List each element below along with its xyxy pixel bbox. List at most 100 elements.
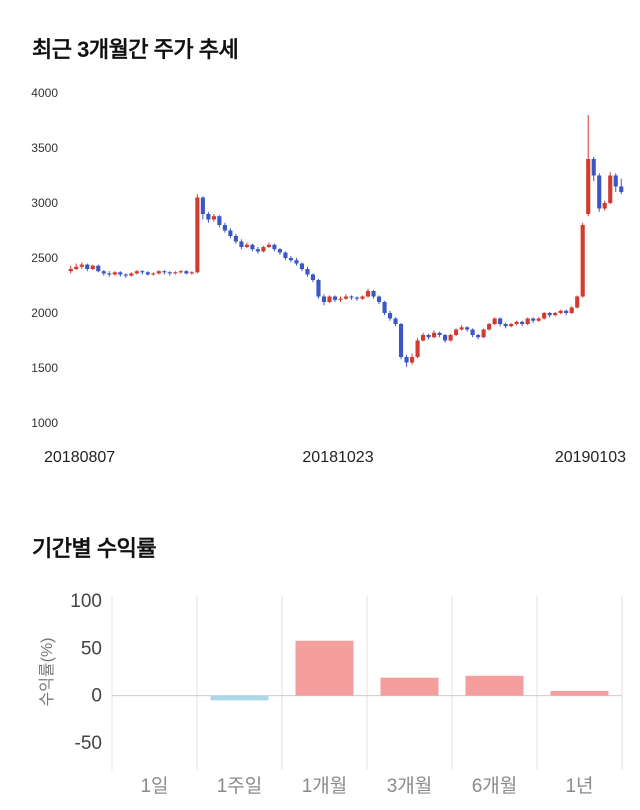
candle-body	[283, 252, 288, 258]
candle-body	[332, 296, 338, 300]
price-x-date-label: 20181023	[302, 449, 373, 466]
candle-body	[134, 271, 139, 274]
candle-body	[261, 247, 266, 252]
candle-body	[195, 197, 200, 273]
candle-body	[580, 225, 585, 297]
return-bar	[465, 675, 524, 696]
candle-body	[365, 291, 371, 297]
candle-body	[277, 249, 283, 253]
candle-body	[79, 264, 84, 267]
price-x-date-label: 20190103	[555, 449, 626, 466]
candle-body	[140, 271, 145, 273]
candle-body	[376, 296, 382, 302]
returns-bar-chart: 100 50 0 -50 수익률(%) 1일 1주일 1개월 3개월 6개월 1년	[38, 591, 623, 797]
candle-body	[437, 332, 442, 335]
candle-body	[217, 216, 222, 225]
candle-body	[432, 332, 437, 338]
candle-body	[266, 244, 271, 247]
candle-body	[316, 280, 321, 297]
candle-body	[514, 321, 519, 324]
candle-body	[222, 225, 227, 231]
candle-body	[239, 241, 244, 247]
returns-category-label: 1년	[565, 775, 593, 797]
candle-body	[564, 310, 569, 313]
candle-body	[118, 272, 123, 275]
candle-body	[547, 313, 552, 316]
candle-body	[602, 203, 607, 209]
candle-body	[305, 269, 310, 275]
candle-body	[597, 175, 602, 209]
candle-body	[156, 271, 161, 274]
candle-body	[619, 186, 624, 192]
candle-body	[503, 324, 508, 327]
candle-body	[112, 272, 117, 275]
candle-body	[426, 335, 431, 338]
candle-body	[162, 271, 167, 273]
candle-body	[272, 244, 277, 250]
candle-body	[90, 265, 95, 269]
candle-body	[354, 297, 360, 299]
candle-body	[509, 324, 514, 327]
candle-body	[569, 307, 574, 313]
return-bar	[210, 695, 269, 701]
candle-body	[288, 258, 294, 261]
candle-body	[184, 271, 189, 274]
candle-body	[250, 244, 255, 250]
candle-body	[228, 230, 233, 236]
candle-body	[255, 249, 260, 252]
candle-body	[398, 324, 404, 357]
candle-body	[360, 296, 365, 299]
candle-body	[520, 321, 525, 324]
candle-body	[465, 327, 470, 330]
candle-body	[476, 335, 481, 338]
returns-y-tick: 50	[81, 638, 102, 659]
candle-body	[415, 340, 420, 357]
price-y-tick: 2000	[31, 306, 58, 320]
candle-body	[145, 272, 150, 275]
candle-body	[327, 296, 332, 302]
candle-body	[96, 265, 101, 272]
candle-body	[68, 269, 73, 272]
returns-y-tick: 0	[91, 686, 102, 707]
candle-body	[74, 266, 79, 269]
candle-body	[404, 357, 409, 363]
candle-body	[167, 272, 172, 274]
candle-body	[85, 264, 90, 269]
price-y-tick: 4000	[31, 86, 58, 100]
return-bar	[380, 677, 439, 696]
price-y-tick: 2500	[31, 251, 58, 265]
returns-chart-title: 기간별 수익률	[32, 536, 157, 561]
candle-body	[591, 159, 596, 176]
candle-body	[542, 313, 547, 319]
candle-body	[206, 214, 211, 220]
candle-body	[448, 335, 453, 341]
candle-body	[129, 273, 134, 276]
price-y-tick: 3000	[31, 196, 58, 210]
candle-body	[294, 260, 299, 264]
candle-body	[321, 296, 327, 302]
price-y-tick: 1000	[31, 416, 58, 430]
candle-body	[189, 272, 194, 274]
candle-body	[382, 302, 387, 313]
price-chart-title: 최근 3개월간 주가 추세	[32, 37, 239, 62]
candle-body	[349, 296, 354, 298]
candle-body	[608, 175, 613, 203]
price-x-date-label: 20180807	[44, 449, 115, 466]
returns-category-label: 1주일	[217, 775, 263, 797]
returns-category-label: 3개월	[387, 775, 433, 797]
candle-body	[393, 318, 398, 324]
candle-body	[536, 318, 541, 321]
returns-category-label: 1일	[140, 775, 168, 797]
returns-y-tick: 100	[70, 591, 102, 612]
returns-category-label: 6개월	[472, 775, 518, 797]
candle-body	[470, 329, 475, 335]
candle-body	[443, 335, 448, 341]
candle-body	[387, 313, 393, 319]
candle-body	[244, 244, 249, 247]
candle-body	[107, 273, 112, 275]
candle-body	[586, 159, 591, 214]
candle-body	[558, 310, 563, 313]
return-bar	[295, 640, 354, 696]
candle-body	[613, 175, 618, 187]
